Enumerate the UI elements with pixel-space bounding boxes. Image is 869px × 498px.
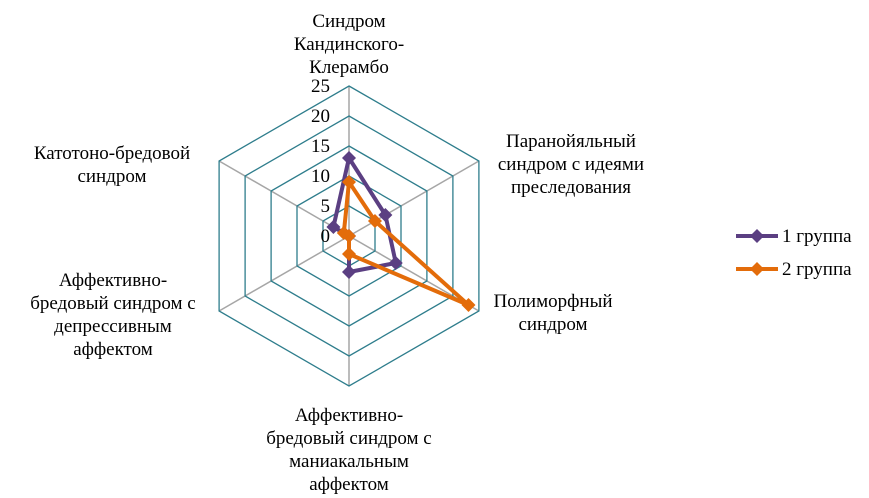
category-label: Синдром Кандинского-Клерамбо [294,11,404,78]
series-2 [336,175,476,312]
data-point-marker [367,214,382,228]
data-point-marker [336,226,351,240]
category-label: Полиморфный синдром [493,291,612,335]
category-label: Аффективно-бредовый синдром с маниакальны… [266,405,431,495]
data-point-marker [342,151,356,165]
category-labels: Синдром Кандинского-Клерамбо Паранойяльный… [30,11,644,495]
legend: 1 группа 2 группа [736,226,852,280]
legend-label: 2 группа [782,259,852,280]
tick-label: 0 [321,226,331,247]
spoke-line [218,160,350,237]
category-label: Аффективно-бредовый синдром с депрессивны… [30,270,195,360]
data-point-marker [461,298,476,312]
legend-label: 1 группа [782,226,852,247]
category-label: Катотоно-бредовой синдром [34,143,190,187]
grid-ring [296,175,402,297]
spoke-line [218,235,350,312]
series-layer [326,151,476,312]
legend-item: 2 группа [736,259,852,280]
data-point-marker [388,256,403,270]
grid-ring [270,145,428,327]
data-point-marker [378,208,393,222]
spoke-line [348,160,480,237]
grid-ring [244,115,454,357]
tick-label: 15 [311,136,330,157]
legend-item: 1 группа [736,226,852,247]
data-point-marker [342,175,356,189]
legend-marker [750,262,764,276]
grid-ring [218,85,480,387]
tick-label: 20 [311,106,330,127]
data-point-marker [342,247,356,261]
data-point-marker [326,220,341,234]
legend-marker [750,229,764,243]
series-1 [326,151,403,279]
category-label: Паранойяльный синдром с идеями преследован… [498,131,644,198]
tick-label: 5 [321,196,331,217]
tick-label: 10 [311,166,330,187]
radial-axis-ticks: 0 5 10 15 20 25 [311,76,330,247]
tick-label: 25 [311,76,330,97]
data-point-marker [342,265,356,279]
